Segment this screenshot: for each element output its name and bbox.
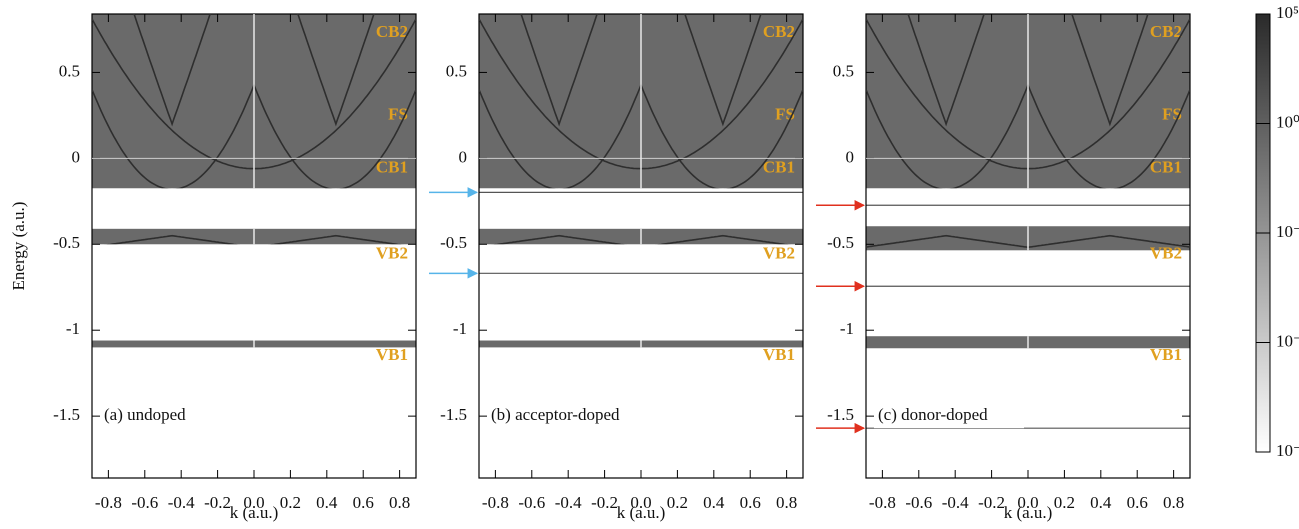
y-tick-label: 0.5	[59, 61, 80, 80]
x-tick-label: -0.4	[942, 493, 969, 512]
x-tick-label: -0.2	[204, 493, 231, 512]
x-tick-label: -0.8	[869, 493, 896, 512]
panel: -1.5 -1 -0.5 0 0.5 -0.8 -0.6 -0.4 -0.2 0.0 0.2 0.4 0…	[816, 13, 1191, 522]
y-tick-label: -1	[66, 319, 80, 338]
x-tick-label: -0.4	[555, 493, 582, 512]
y-tick-label: 0	[72, 147, 81, 166]
band-label: CB1	[763, 158, 795, 177]
x-tick-label: 0.6	[740, 493, 761, 512]
x-tick-label: 0.2	[1054, 493, 1075, 512]
x-tick-label: 0.8	[389, 493, 410, 512]
band-label: VB2	[1150, 243, 1182, 262]
band-label: CB2	[1150, 22, 1182, 41]
y-tick-label: -1	[453, 319, 467, 338]
panel-label: (c) donor-doped	[878, 405, 988, 424]
x-tick-label: 0.6	[1127, 493, 1148, 512]
y-tick-label: 0	[459, 147, 468, 166]
dispersion	[866, 14, 1190, 127]
y-tick-label: 0.5	[833, 61, 854, 80]
x-tick-label: 0.4	[1090, 493, 1112, 512]
y-tick-label: -0.5	[827, 233, 854, 252]
y-axis-label: Energy (a.u.)	[9, 202, 28, 291]
y-tick-label: -1.5	[440, 405, 467, 424]
band-label: VB1	[763, 345, 795, 364]
y-tick-label: -0.5	[440, 233, 467, 252]
x-tick-label: -0.6	[518, 493, 545, 512]
x-tick-label: -0.6	[131, 493, 158, 512]
x-tick-label: 0.6	[353, 493, 374, 512]
dispersion	[866, 14, 1190, 127]
y-tick-label: 0.5	[446, 61, 467, 80]
x-tick-label: -0.8	[95, 493, 122, 512]
band-label: VB1	[376, 345, 408, 364]
x-tick-label: 0.8	[776, 493, 797, 512]
colorbar-tick-label: 10⁻¹⁵	[1276, 441, 1299, 460]
band-label: VB2	[376, 243, 408, 262]
dispersion	[92, 14, 416, 127]
colorbar-tick-label: 10⁻¹⁰	[1276, 331, 1299, 350]
x-tick-label: -0.4	[168, 493, 195, 512]
curves	[866, 14, 1190, 349]
y-tick-label: -1.5	[827, 405, 854, 424]
band-label: CB2	[376, 22, 408, 41]
colorbar-tick-label: 10⁻⁵	[1276, 222, 1299, 241]
x-tick-label: 0.8	[1163, 493, 1184, 512]
x-tick-label: -0.8	[482, 493, 509, 512]
panel: -1.5 -1 -0.5 0 0.5 -0.8 -0.6 -0.4 -0.2 0.0 0.2 0.4 0…	[429, 13, 804, 522]
band-label: CB1	[376, 158, 408, 177]
dispersion	[92, 14, 416, 127]
x-axis-label: k (a.u.)	[230, 503, 279, 522]
x-tick-label: -0.2	[978, 493, 1005, 512]
x-tick-label: 0.0	[630, 493, 651, 512]
x-tick-label: 0.0	[1017, 493, 1038, 512]
x-tick-label: 0.4	[703, 493, 725, 512]
colorbar-tick-label: 10⁰	[1276, 112, 1299, 131]
x-tick-label: 0.2	[280, 493, 301, 512]
x-tick-label: 0.4	[316, 493, 338, 512]
x-tick-label: 0.2	[667, 493, 688, 512]
y-tick-label: -1	[840, 319, 854, 338]
colorbar-tick-label: 10⁵	[1276, 3, 1299, 22]
x-tick-label: -0.6	[905, 493, 932, 512]
panel: -1.5 -1 -0.5 0 0.5 -0.8 -0.6 -0.4 -0.2 0.0 0.2 0.4 0…	[9, 13, 417, 522]
dispersion	[479, 14, 803, 127]
label-bg	[487, 404, 667, 429]
y-tick-label: -0.5	[53, 233, 80, 252]
label-bg	[100, 404, 210, 429]
x-tick-label: 0.0	[243, 493, 264, 512]
band-label: CB2	[763, 22, 795, 41]
x-axis-label: k (a.u.)	[617, 503, 666, 522]
y-tick-label: -1.5	[53, 405, 80, 424]
panel-label: (a) undoped	[104, 405, 186, 424]
band-label: CB1	[1150, 158, 1182, 177]
y-tick-label: 0	[846, 147, 855, 166]
band-label: VB1	[1150, 345, 1182, 364]
x-axis-label: k (a.u.)	[1004, 503, 1053, 522]
x-tick-label: -0.2	[591, 493, 618, 512]
dispersion	[479, 14, 803, 127]
label-bg	[874, 404, 1024, 429]
panel-label: (b) acceptor-doped	[491, 405, 620, 424]
band-label: VB2	[763, 243, 795, 262]
